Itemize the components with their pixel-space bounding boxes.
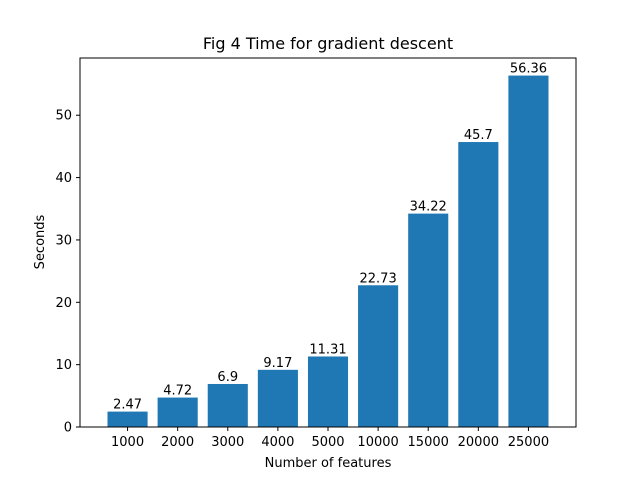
plot-frame (79, 57, 577, 428)
bar-value-label: 9.17 (263, 356, 292, 371)
x-tick-label: 25000 (508, 435, 549, 450)
y-tick-label: 30 (55, 233, 72, 248)
y-tick-label: 40 (55, 171, 72, 186)
x-tick-label: 5000 (311, 435, 344, 450)
bar-5000 (307, 356, 349, 427)
bar-2000 (157, 397, 198, 427)
x-tick-label: 15000 (408, 435, 449, 450)
chart-title: Fig 4 Time for gradient descent (203, 34, 453, 53)
x-tick-label: 3000 (211, 435, 244, 450)
bar-value-label: 22.73 (360, 271, 397, 286)
bar-value-label: 11.31 (309, 342, 346, 357)
y-tick-label: 0 (64, 421, 72, 436)
bar-labels-group: 2.47 4.72 6.9 9.17 11.31 22.73 34.22 45.7 56.36 (113, 62, 547, 413)
bar-value-label: 56.36 (510, 62, 547, 77)
bar-15000 (408, 213, 449, 427)
y-tick-label: 10 (55, 358, 72, 373)
bar-value-label: 4.72 (163, 384, 192, 399)
x-tick-label: 10000 (357, 435, 398, 450)
y-tick-label: 20 (55, 296, 72, 311)
y-tick-label: 50 (55, 109, 72, 124)
x-axis-label: Number of features (265, 456, 392, 471)
bar-4000 (257, 369, 298, 427)
y-axis-ticks: 0 10 20 30 40 50 (55, 109, 80, 436)
x-axis-ticks: 1000 2000 3000 4000 5000 10000 15000 20000 25000 (111, 427, 549, 450)
x-tick-label: 4000 (261, 435, 294, 450)
bar-10000 (358, 285, 399, 427)
bar-value-label: 6.9 (217, 370, 238, 385)
x-tick-label: 20000 (458, 435, 499, 450)
y-axis-label: Seconds (33, 214, 48, 269)
x-tick-label: 1000 (111, 435, 144, 450)
bar-1000 (107, 411, 148, 427)
bar-25000 (508, 75, 549, 427)
bars-group (107, 75, 549, 428)
x-tick-label: 2000 (161, 435, 194, 450)
bar-3000 (207, 383, 248, 427)
bar-value-label: 45.7 (464, 128, 493, 143)
bar-value-label: 2.47 (113, 398, 142, 413)
bar-20000 (458, 142, 499, 428)
bar-value-label: 34.22 (410, 200, 447, 215)
